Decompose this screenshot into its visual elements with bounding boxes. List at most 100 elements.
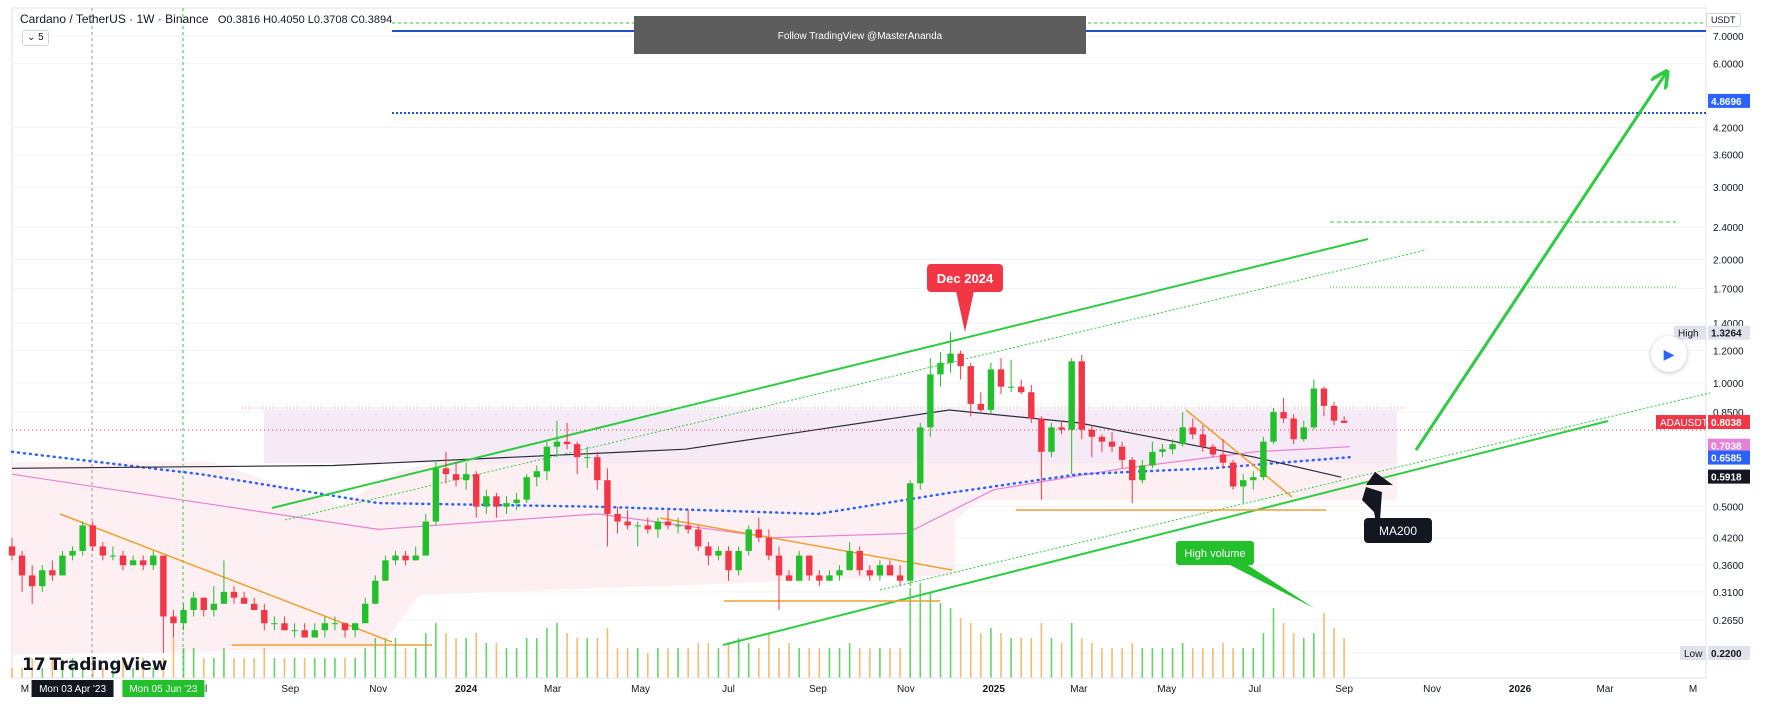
price-tag-box [1708,646,1750,661]
x-tick-label: Sep [281,684,299,695]
bull-candle [382,555,389,581]
volume-bar [505,648,508,678]
volume-bar [596,638,599,678]
volume-bar [1222,643,1224,678]
volume-bar [788,643,790,678]
candle-body [1310,388,1318,428]
candle-body [422,521,429,556]
candle-body [473,474,480,507]
bear-candle [967,362,974,417]
price-tag-label: High [1678,329,1699,340]
candle-body [1290,418,1297,440]
candle-body [49,570,56,576]
volume-bar [546,628,548,678]
bear-candle [997,358,1005,395]
volume-bar [122,658,124,678]
candle-body [917,427,924,484]
candle-body [594,457,601,481]
candle-body [553,441,561,447]
bull-candle [906,480,914,587]
bear-candle [896,565,904,587]
candle-body [806,555,813,576]
volume-bar [455,638,457,678]
volume-bar [525,638,528,678]
price-axis[interactable]: 7.0000 6.0000 4.2000 3.6000 3.0000 2.4000 2.00… [1656,32,1750,661]
bear-candle [785,570,793,581]
volume-bar [112,668,114,678]
candle-body [392,555,399,561]
ma200-tag [1364,518,1432,543]
candle-body [311,630,318,638]
bear-candle [604,468,611,547]
price-tag: 0.7038 [1708,438,1750,453]
price-tag-box [1708,469,1750,484]
ohlc-close: C0.3894 [350,14,393,26]
volume-bar [1161,648,1164,678]
volume-bar [1262,633,1265,678]
bull-candle [523,474,530,504]
volume-bar [586,638,589,678]
candle-body [1229,462,1237,487]
candle-body [745,529,752,551]
date-tag-label: Mon 05 Jun '23 [129,684,198,695]
volume-bar [283,658,286,678]
tv-logo-icon: 17 [22,655,46,675]
candle-body [664,521,672,526]
volume-bar [646,653,649,678]
time-axis[interactable]: MJulSepNov2024MarMayJulSepNov2025MarMayJ… [12,677,1706,697]
y-tick-label: 1.7000 [1713,285,1744,296]
bear-candle [775,546,783,611]
indicator-toggle[interactable]: ⌄ 5 [22,30,49,46]
banner-text: Follow TradingView @MasterAnanda [778,31,943,42]
candle-body [180,610,187,624]
candle-body [1118,446,1126,460]
bear-candle [866,565,874,581]
candle-body [1058,427,1065,430]
bull-candle [210,586,218,617]
volume-bar [414,648,417,678]
volume-bar [192,648,195,678]
volume-bars [11,583,1345,678]
volume-bar [909,588,911,678]
candle-body [513,499,520,504]
volume-bar [334,658,336,678]
candle-body [18,555,26,576]
ohlc-low: L0.3708 [307,14,348,26]
x-tick-label: M [21,684,29,695]
candle-body [1038,418,1045,452]
bull-candle [291,623,298,638]
volume-bar [818,648,821,678]
bear-candle [1017,379,1025,395]
x-tick-label: 2025 [983,684,1006,695]
bear-candle [977,392,985,413]
volume-bar [1020,638,1022,678]
volume-bar [394,638,397,678]
volume-bar [293,658,296,678]
candle-body [614,513,621,522]
candle-body [230,591,238,598]
volume-bar [959,618,962,678]
bear-candle [806,555,813,581]
candle-body [523,477,530,500]
volume-bar [344,658,346,678]
ohlc-values: O0.3816 H0.4050 L0.3708 C0.3894 [218,14,392,26]
bear-candle [1129,457,1136,504]
y-tick-label: 0.3600 [1713,561,1744,572]
candle-body [119,555,127,566]
symbol-header[interactable]: Cardano / TetherUS · 1W · Binance O0.381… [20,12,392,26]
candle-body [341,623,349,631]
bear-candle [99,542,107,561]
play-icon[interactable]: ▶ [1651,336,1687,372]
currency-selector[interactable]: USDT [1706,13,1741,27]
bull-candle [69,546,76,561]
dec2024-tag [927,264,1003,292]
bear-candle [816,570,823,587]
volume-bar [848,643,851,678]
volume-bar [1080,638,1083,678]
price-tag-label: ADAUSDT [1660,418,1708,429]
bear-candle [755,517,763,543]
volume-bar [778,648,780,678]
volume-bar [828,648,831,678]
ma200-line [11,409,1342,478]
candle-body [1048,427,1055,452]
